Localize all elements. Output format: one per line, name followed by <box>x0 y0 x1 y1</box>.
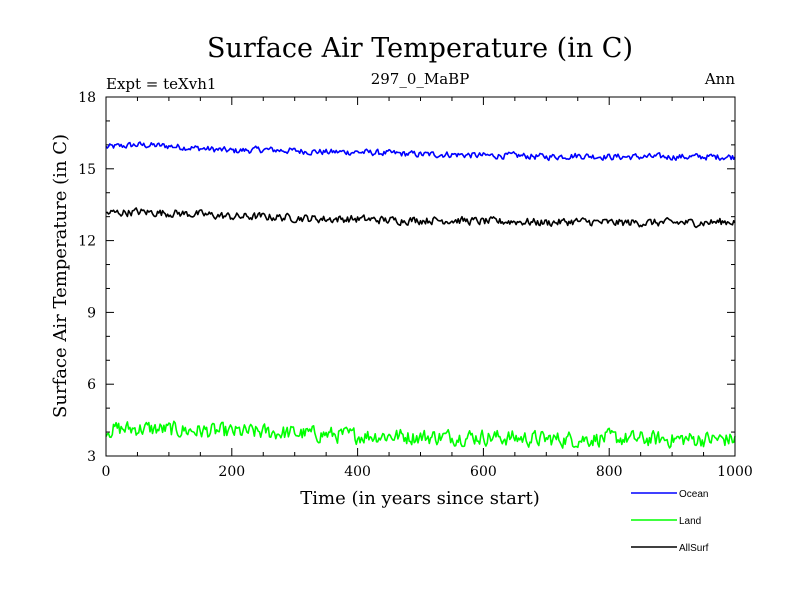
series-line-land <box>105 420 736 449</box>
series-line-ocean <box>105 141 736 162</box>
x-axis-label: Time (in years since start) <box>300 488 540 509</box>
y-tick-label: 15 <box>78 162 96 178</box>
period-label: 297_0_MaBP <box>371 70 470 88</box>
x-tick-label: 1000 <box>717 464 753 480</box>
legend-label-ocean: Ocean <box>679 489 708 500</box>
x-tick-label: 800 <box>596 464 623 480</box>
y-tick-label: 3 <box>87 449 96 465</box>
x-tick-label: 600 <box>470 464 497 480</box>
y-tick-label: 9 <box>87 305 96 321</box>
legend-label-land: Land <box>679 516 701 527</box>
axis-ticks <box>105 96 736 457</box>
series-lines <box>105 141 736 449</box>
series-line-allsurf <box>105 207 736 229</box>
y-tick-label: 18 <box>78 90 96 106</box>
y-tick-label: 6 <box>87 377 96 393</box>
axis-tick-labels: 0 200 400 600 800 1000 3 6 9 12 15 18 <box>78 90 753 480</box>
y-tick-label: 12 <box>78 234 96 250</box>
season-label: Ann <box>704 70 735 88</box>
experiment-label: Expt = teXvh1 <box>106 75 216 93</box>
x-tick-label: 0 <box>102 464 111 480</box>
legend: Ocean Land AllSurf <box>631 489 709 554</box>
legend-label-allsurf: AllSurf <box>679 543 709 554</box>
plot-frame <box>105 96 736 457</box>
y-axis-label: Surface Air Temperature (in C) <box>50 134 71 418</box>
x-tick-label: 200 <box>218 464 245 480</box>
x-tick-label: 400 <box>344 464 371 480</box>
chart-title: Surface Air Temperature (in C) <box>207 33 633 64</box>
